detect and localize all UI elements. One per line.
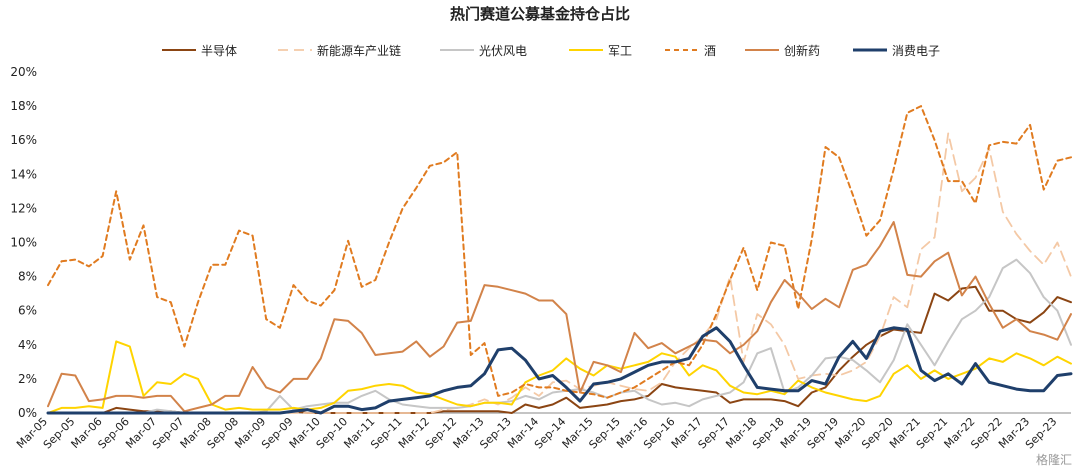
legend-label: 酒: [704, 44, 716, 58]
legend-item: 消费电子: [853, 44, 940, 58]
y-tick-label: 4%: [18, 338, 37, 352]
series-line-2: [47, 132, 1072, 414]
legend-label: 光伏风电: [479, 44, 527, 58]
series-line-7: [46, 326, 1073, 415]
legend-label: 新能源车产业链: [317, 43, 401, 58]
legend-item: 光伏风电: [440, 44, 527, 58]
y-tick-label: 0%: [18, 406, 37, 420]
plot-area: [46, 105, 1073, 415]
series-line-6: [47, 221, 1072, 413]
series-line-1: [47, 285, 1072, 414]
legend-item: 酒: [665, 44, 716, 58]
watermark: 格隆汇: [1036, 452, 1072, 467]
y-tick-label: 2%: [18, 372, 37, 386]
legend: 半导体 新能源车产业链 光伏风电 军工 酒 创新药 消费电子: [162, 43, 940, 58]
legend-label: 半导体: [201, 44, 237, 58]
y-tick-label: 6%: [18, 304, 37, 318]
y-tick-label: 10%: [10, 236, 37, 250]
y-tick-label: 20%: [10, 65, 37, 79]
y-axis: 0% 2% 4% 6% 8% 10% 12% 14% 16% 18% 20%: [10, 65, 37, 420]
legend-label: 军工: [608, 44, 632, 58]
x-axis: Mar-05Sep-05Mar-06Sep-06Mar-07Sep-07Mar-…: [14, 412, 1071, 451]
legend-label: 创新药: [784, 43, 820, 58]
legend-item: 创新药: [745, 43, 820, 58]
y-tick-label: 14%: [10, 167, 37, 181]
y-tick-label: 18%: [10, 99, 37, 113]
legend-label: 消费电子: [892, 44, 940, 58]
chart-title: 热门赛道公募基金持仓占比: [450, 5, 630, 23]
y-tick-label: 16%: [10, 133, 37, 147]
legend-item: 军工: [569, 44, 632, 58]
legend-item: 新能源车产业链: [278, 43, 401, 58]
y-tick-label: 12%: [10, 201, 37, 215]
legend-item: 半导体: [162, 44, 237, 58]
series-line-3: [47, 258, 1072, 414]
series-line-4: [47, 340, 1072, 414]
y-tick-label: 8%: [18, 270, 37, 284]
series-line-5: [47, 105, 1072, 399]
